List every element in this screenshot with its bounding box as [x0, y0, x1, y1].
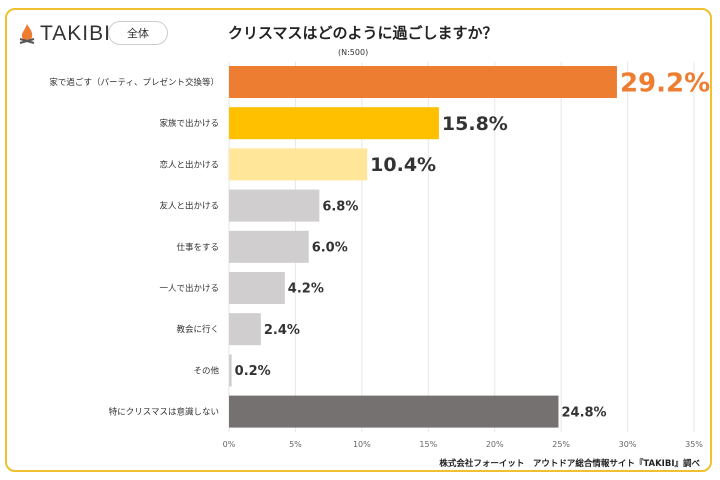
bar	[229, 313, 261, 346]
data-label: 24.8%	[561, 405, 606, 420]
x-tick-label: 15%	[419, 440, 437, 449]
data-label: 4.2%	[288, 282, 324, 297]
data-label: 6.8%	[322, 199, 358, 214]
bar	[229, 107, 439, 140]
x-tick-label: 10%	[353, 440, 371, 449]
data-label: 0.2%	[235, 364, 271, 379]
category-label: 恋人と出かける	[159, 159, 219, 170]
bar	[229, 148, 368, 181]
x-tick-label: 30%	[619, 440, 637, 449]
category-label: 一人で出かける	[159, 283, 219, 294]
brand-logo: TAKIBI	[18, 22, 111, 46]
data-label: 2.4%	[264, 323, 300, 338]
x-tick-label: 25%	[552, 440, 570, 449]
category-label: 家で過ごす（パーティ、プレゼント交換等）	[49, 77, 219, 88]
category-label: 教会に行く	[176, 324, 219, 335]
bar	[229, 230, 309, 263]
x-tick-label: 5%	[289, 440, 302, 449]
campfire-icon	[19, 24, 35, 44]
bar	[229, 272, 285, 304]
data-label: 10.4%	[370, 154, 436, 176]
sample-size: (N:500)	[338, 48, 369, 57]
x-tick-label: 20%	[486, 440, 504, 449]
data-label: 29.2%	[620, 68, 710, 98]
segment-badge: 全体	[108, 21, 168, 45]
category-label: 仕事をする	[176, 242, 219, 253]
chart-frame	[5, 8, 712, 472]
category-label: 友人と出かける	[159, 201, 219, 212]
chart-title: クリスマスはどのように過ごしますか？	[228, 24, 498, 42]
category-label: 特にクリスマスは意識しない	[109, 407, 219, 418]
bar	[229, 354, 232, 387]
brand-name: TAKIBI	[40, 22, 111, 45]
bar	[229, 66, 617, 98]
x-tick-label: 0%	[223, 440, 236, 449]
source-note: 株式会社フォーイット アウトドア総合情報サイト『TAKIBI』調べ	[439, 459, 700, 469]
data-label: 6.0%	[312, 240, 348, 255]
category-label: その他	[193, 365, 219, 376]
x-tick-label: 35%	[685, 440, 703, 449]
data-label: 15.8%	[442, 113, 508, 135]
bar	[229, 395, 559, 428]
category-label: 家族で出かける	[159, 118, 219, 129]
bar	[229, 189, 320, 222]
